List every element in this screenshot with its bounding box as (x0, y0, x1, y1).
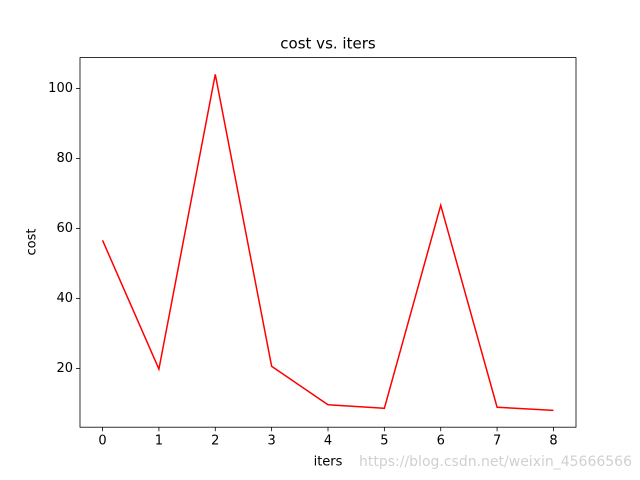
x-tick-label: 6 (437, 434, 445, 449)
x-tick-label: 5 (380, 434, 388, 449)
x-axis-label: iters (314, 455, 343, 470)
x-tick-label: 0 (98, 434, 106, 449)
x-tick-label: 7 (493, 434, 501, 449)
x-tick-label: 8 (549, 434, 557, 449)
y-tick-label: 80 (56, 151, 73, 166)
x-tick-label: 3 (267, 434, 275, 449)
y-tick-label: 100 (48, 81, 73, 96)
y-tick-label: 20 (56, 361, 73, 376)
x-tick-label: 4 (324, 434, 332, 449)
x-tick-label: 1 (155, 434, 163, 449)
y-tick-label: 60 (56, 221, 73, 236)
data-line (101, 74, 554, 412)
y-tick-label: 40 (56, 291, 73, 306)
y-axis-label: cost (25, 229, 40, 256)
x-tick-label: 2 (211, 434, 219, 449)
plot-frame (79, 57, 577, 428)
chart-title: cost vs. iters (280, 35, 376, 53)
watermark: https://blog.csdn.net/weixin_45666566 (359, 454, 632, 470)
